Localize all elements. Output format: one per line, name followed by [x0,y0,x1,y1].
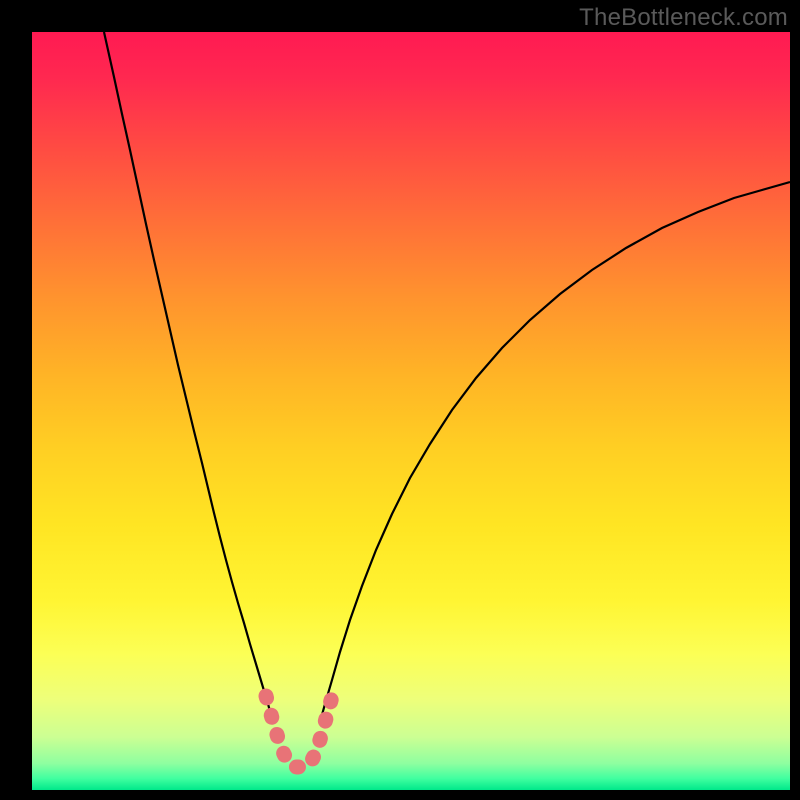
plot-area [32,32,790,790]
watermark-text: TheBottleneck.com [579,4,788,32]
chart-curves [32,32,790,790]
curve-valley-marker [266,690,334,767]
curve-right-branch [320,182,790,722]
curve-left-branch [104,32,273,722]
